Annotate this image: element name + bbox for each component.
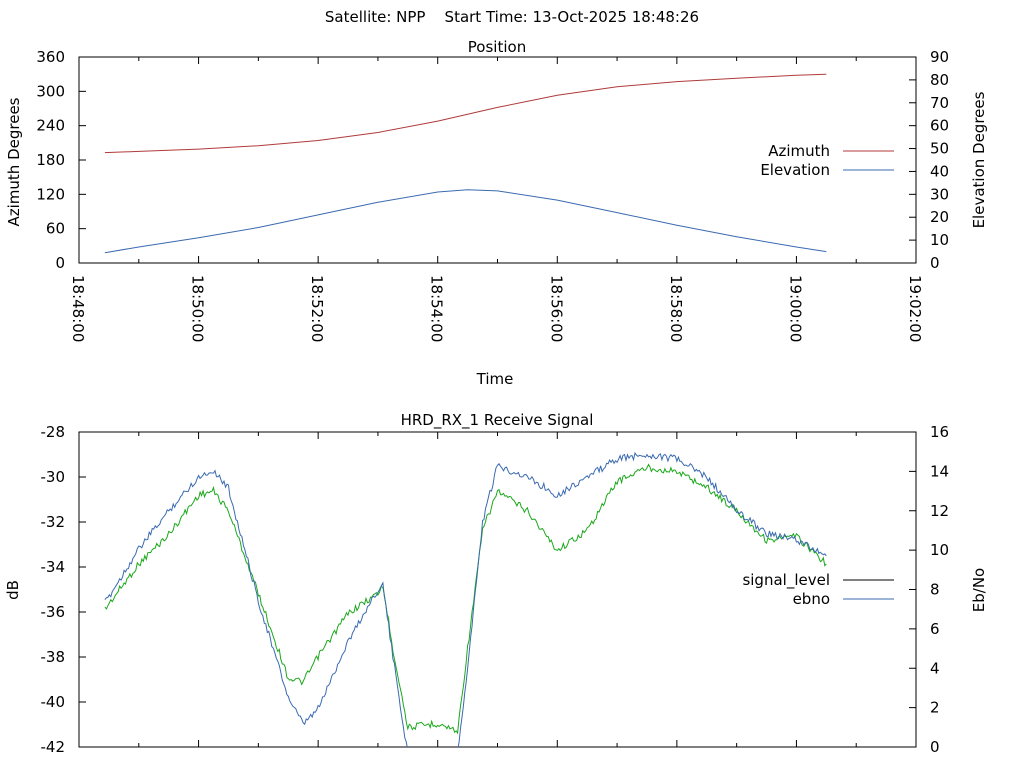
left-tick-label: -36 — [41, 603, 66, 621]
legend-label-signal-level: signal_level — [742, 571, 830, 590]
signal-right-tick-labels: 0 2 4 6 8 10 12 14 16 — [930, 423, 949, 756]
time-tick-label: 19:00:00 — [786, 275, 804, 342]
signal-series — [104, 451, 827, 747]
series-line-azimuth — [104, 73, 827, 154]
right-tick-label: 8 — [930, 581, 940, 599]
right-tick-label: 30 — [930, 185, 949, 203]
left-tick-label: -40 — [41, 693, 66, 711]
page-title: Satellite: NPP Start Time: 13-Oct-2025 1… — [325, 8, 699, 26]
right-tick-label: 70 — [930, 94, 949, 112]
left-tick-label: 240 — [36, 117, 65, 135]
left-tick-label: 60 — [46, 220, 65, 238]
time-tick-label: 18:58:00 — [667, 275, 685, 342]
right-tick-label: 16 — [930, 423, 949, 441]
right-tick-label: 50 — [930, 140, 949, 158]
position-y-axis-label: Azimuth Degrees — [5, 97, 23, 226]
right-tick-label: 60 — [930, 117, 949, 135]
left-tick-label: 360 — [36, 48, 65, 66]
time-tick-label: 18:48:00 — [69, 275, 87, 342]
left-tick-label: -42 — [41, 738, 66, 756]
right-tick-label: 90 — [930, 48, 949, 66]
signal-left-tick-labels: -42 -40 -38 -36 -34 -32 -30 -28 — [41, 423, 66, 756]
time-tick-label: 18:56:00 — [547, 275, 565, 342]
right-tick-label: 2 — [930, 699, 940, 717]
right-tick-label: 20 — [930, 208, 949, 226]
series-line-ebno — [104, 463, 827, 735]
position-plot-frame — [78, 56, 917, 264]
right-tick-label: 0 — [930, 254, 940, 272]
left-tick-label: 0 — [55, 254, 65, 272]
signal-y2-axis-label: Eb/No — [970, 568, 988, 612]
position-chart-title: Position — [468, 38, 526, 56]
time-tick-label: 18:50:00 — [189, 275, 207, 342]
position-left-tick-labels: 0 60 120 180 240 300 360 — [36, 48, 65, 272]
legend-label-azimuth: Azimuth — [768, 142, 830, 160]
signal-plot-frame — [78, 431, 917, 748]
right-tick-label: 80 — [930, 71, 949, 89]
left-tick-label: -38 — [41, 648, 66, 666]
signal-legend: signal_level ebno — [742, 571, 894, 608]
right-tick-label: 10 — [930, 541, 949, 559]
position-legend: Azimuth Elevation — [760, 142, 894, 179]
signal-chart-title: HRD_RX_1 Receive Signal — [401, 411, 594, 430]
legend-label-ebno: ebno — [793, 590, 830, 608]
left-tick-label: -30 — [41, 468, 66, 486]
right-tick-label: 14 — [930, 462, 949, 480]
time-tick-label: 18:52:00 — [308, 275, 326, 342]
position-y2-axis-label: Elevation Degrees — [970, 91, 988, 228]
signal-ticks — [78, 431, 917, 748]
right-tick-label: 6 — [930, 620, 940, 638]
position-right-tick-labels: 0 10 20 30 40 50 60 70 80 90 — [930, 48, 949, 272]
signal-chart: HRD_RX_1 Receive Signal -42-40-38-36-34-… — [4, 411, 988, 756]
right-tick-label: 12 — [930, 502, 949, 520]
left-tick-label: 120 — [36, 185, 65, 203]
right-tick-label: 40 — [930, 162, 949, 180]
series-line-signal-level — [104, 451, 827, 747]
position-ticks — [78, 56, 917, 264]
position-chart: Position 0 60 120 180 240 300 360 0 10 20 30 40 50 6… — [5, 38, 988, 388]
right-tick-label: 4 — [930, 659, 940, 677]
left-tick-label: -28 — [41, 423, 66, 441]
signal-y-axis-label: dB — [4, 580, 22, 600]
position-time-tick-labels: 18:48:00 18:50:00 18:52:00 18:54:00 18:56:00… — [69, 275, 924, 342]
position-series — [104, 73, 827, 254]
right-tick-label: 0 — [930, 738, 940, 756]
series-line-elevation — [104, 189, 827, 254]
legend-label-elevation: Elevation — [760, 161, 830, 179]
position-x-axis-label: Time — [476, 370, 514, 388]
left-tick-label: -34 — [41, 558, 66, 576]
left-tick-label: 300 — [36, 82, 65, 100]
left-tick-label: -32 — [41, 513, 66, 531]
right-tick-label: 10 — [930, 231, 949, 249]
time-tick-label: 18:54:00 — [428, 275, 446, 342]
time-tick-label: 19:02:00 — [906, 275, 924, 342]
left-tick-label: 180 — [36, 151, 65, 169]
